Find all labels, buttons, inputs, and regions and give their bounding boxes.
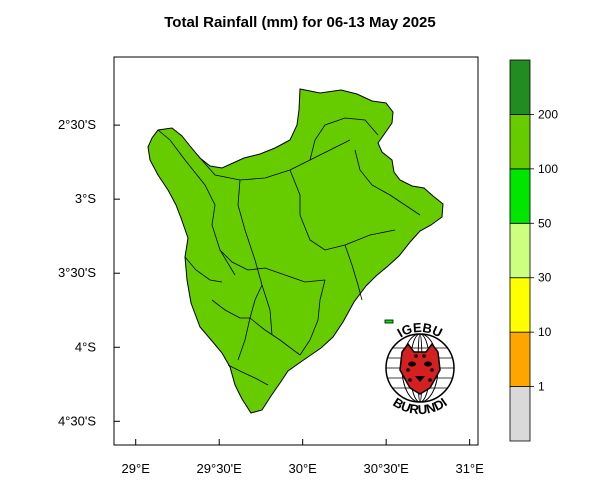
leopard-spot [406, 368, 410, 372]
x-tick-label: 31°E [455, 461, 484, 476]
country-outline [147, 88, 444, 414]
colorbar-label: 10 [538, 325, 552, 339]
leopard-spot [414, 354, 418, 358]
leopard-nose [415, 376, 425, 382]
logo-top-text: IGEBU [394, 320, 444, 341]
province-boundary [299, 279, 326, 356]
colorbar-label: 30 [538, 271, 552, 285]
colorbar-label: 100 [538, 162, 558, 176]
province-boundary [289, 169, 396, 251]
colorbar-segment [509, 114, 531, 170]
x-axis-ticks: 29°E 29°30'E 30°E 30°30'E 31°E [122, 439, 484, 476]
colorbar-segment [509, 331, 531, 387]
province-boundary [309, 117, 379, 161]
province-boundaries [157, 117, 421, 386]
province-boundary [227, 364, 269, 386]
leopard-spot [430, 368, 434, 372]
y-tick-label: 2°30'S [58, 117, 96, 132]
leopard-spot [428, 378, 432, 382]
province-boundary [157, 129, 236, 276]
map-title: Total Rainfall (mm) for 06-13 May 2025 [164, 14, 436, 31]
colorbar-segment [509, 277, 531, 333]
x-tick-label: 30°E [289, 461, 318, 476]
leopard-eye [424, 361, 432, 367]
x-tick-label: 29°30'E [197, 461, 243, 476]
colorbar: 1 10 30 50 100 200 [509, 59, 558, 442]
y-axis-ticks: 2°30'S 3°S 3°30'S 4°S 4°30'S [58, 117, 120, 428]
x-tick-label: 30°30'E [364, 461, 410, 476]
logo-bottom-text: BURUNDI [390, 395, 449, 418]
province-boundary [211, 299, 301, 356]
leopard-spot [422, 354, 426, 358]
igebu-logo: IGEBU BURUNDI [385, 320, 455, 418]
colorbar-segment [509, 168, 531, 224]
colorbar-segment [509, 59, 531, 115]
province-boundary [219, 249, 326, 283]
colorbar-label: 1 [538, 380, 545, 394]
colorbar-segment [509, 222, 531, 279]
province-boundary [199, 139, 351, 181]
colorbar-label: 200 [538, 107, 558, 121]
colorbar-label: 50 [538, 216, 552, 230]
province-boundary [354, 149, 421, 216]
x-tick-label: 29°E [122, 461, 151, 476]
y-tick-label: 3°30'S [58, 265, 96, 280]
province-boundary [344, 244, 363, 301]
y-tick-label: 4°30'S [58, 413, 96, 428]
leopard-eye [408, 361, 416, 367]
province-boundary [237, 179, 273, 336]
leopard-spot [408, 378, 412, 382]
y-tick-label: 3°S [75, 191, 96, 206]
lake-fragment [384, 319, 394, 324]
province-boundary [184, 256, 223, 283]
y-tick-label: 4°S [75, 339, 96, 354]
colorbar-segment [509, 386, 531, 442]
